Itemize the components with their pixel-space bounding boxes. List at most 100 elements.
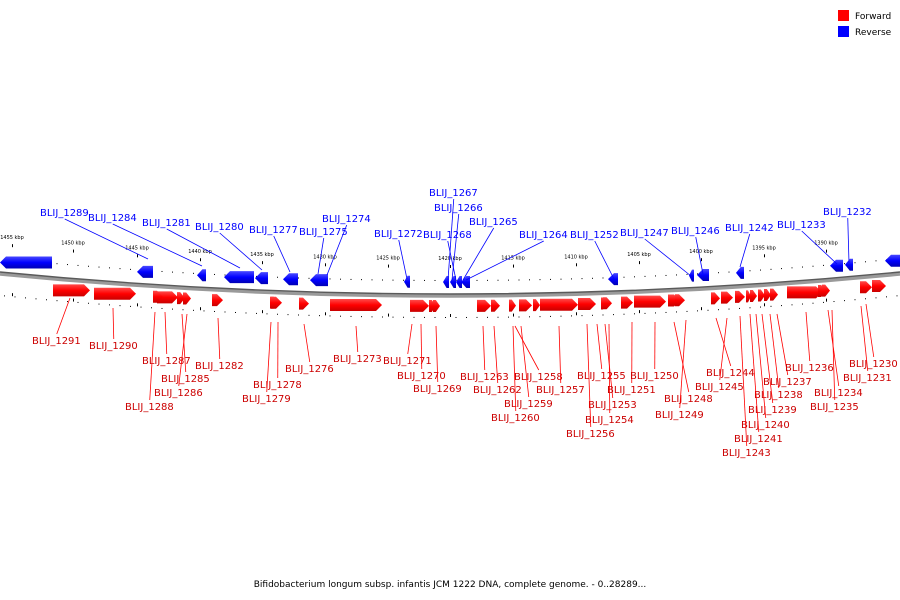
- forward-gene-arrow[interactable]: [634, 295, 666, 308]
- forward-gene-label[interactable]: BLIJ_1255: [577, 371, 626, 382]
- forward-gene-arrow[interactable]: [860, 281, 872, 294]
- forward-gene-label[interactable]: BLIJ_1253: [588, 400, 637, 411]
- reverse-gene-arrow[interactable]: [255, 272, 268, 285]
- forward-gene-arrow[interactable]: [429, 299, 436, 312]
- forward-gene-label[interactable]: BLIJ_1254: [585, 415, 634, 426]
- forward-gene-arrow[interactable]: [299, 297, 309, 310]
- reverse-gene-arrow[interactable]: [697, 269, 709, 282]
- forward-gene-label[interactable]: BLIJ_1248: [664, 394, 713, 405]
- forward-gene-arrow[interactable]: [872, 280, 886, 293]
- forward-gene-label[interactable]: BLIJ_1250: [630, 371, 679, 382]
- forward-gene-arrow[interactable]: [271, 296, 282, 309]
- reverse-gene-label[interactable]: BLIJ_1274: [322, 214, 371, 225]
- forward-gene-arrow[interactable]: [509, 299, 516, 312]
- reverse-gene-label[interactable]: BLIJ_1277: [249, 225, 298, 236]
- forward-gene-label[interactable]: BLIJ_1235: [810, 402, 859, 413]
- forward-gene-label[interactable]: BLIJ_1276: [285, 364, 334, 375]
- reverse-gene-arrow[interactable]: [450, 275, 456, 288]
- forward-gene-label[interactable]: BLIJ_1234: [814, 388, 863, 399]
- reverse-gene-arrow[interactable]: [885, 254, 900, 267]
- reverse-gene-arrow[interactable]: [197, 269, 206, 282]
- reverse-gene-label[interactable]: BLIJ_1267: [429, 188, 478, 199]
- forward-gene-label[interactable]: BLIJ_1291: [32, 336, 81, 347]
- reverse-gene-label[interactable]: BLIJ_1289: [40, 208, 89, 219]
- forward-gene-label[interactable]: BLIJ_1282: [195, 361, 244, 372]
- forward-gene-label[interactable]: BLIJ_1278: [253, 380, 302, 391]
- reverse-gene-label[interactable]: BLIJ_1247: [620, 228, 669, 239]
- forward-gene-label[interactable]: BLIJ_1259: [504, 399, 553, 410]
- forward-gene-label[interactable]: BLIJ_1286: [154, 388, 203, 399]
- reverse-gene-arrow[interactable]: [0, 256, 52, 269]
- forward-gene-label[interactable]: BLIJ_1251: [607, 385, 656, 396]
- forward-gene-label[interactable]: BLIJ_1288: [125, 402, 174, 413]
- forward-gene-arrow[interactable]: [433, 299, 440, 312]
- forward-gene-arrow[interactable]: [603, 297, 612, 310]
- forward-gene-arrow[interactable]: [540, 298, 578, 311]
- forward-gene-label[interactable]: BLIJ_1290: [89, 341, 138, 352]
- reverse-gene-arrow[interactable]: [689, 269, 694, 282]
- forward-gene-label[interactable]: BLIJ_1270: [397, 371, 446, 382]
- forward-gene-label[interactable]: BLIJ_1269: [413, 384, 462, 395]
- reverse-gene-label[interactable]: BLIJ_1233: [777, 220, 826, 231]
- reverse-gene-arrow[interactable]: [845, 258, 853, 271]
- forward-gene-label[interactable]: BLIJ_1236: [785, 363, 834, 374]
- forward-gene-label[interactable]: BLIJ_1262: [473, 385, 522, 396]
- reverse-gene-label[interactable]: BLIJ_1284: [88, 213, 137, 224]
- reverse-gene-label[interactable]: BLIJ_1281: [142, 218, 191, 229]
- forward-gene-arrow[interactable]: [212, 294, 223, 307]
- forward-gene-label[interactable]: BLIJ_1287: [142, 356, 191, 367]
- forward-gene-arrow[interactable]: [721, 291, 733, 304]
- forward-gene-label[interactable]: BLIJ_1258: [514, 372, 563, 383]
- forward-gene-arrow[interactable]: [746, 290, 751, 303]
- forward-gene-label[interactable]: BLIJ_1238: [754, 390, 803, 401]
- forward-gene-arrow[interactable]: [758, 289, 765, 302]
- reverse-gene-label[interactable]: BLIJ_1275: [299, 227, 348, 238]
- reverse-gene-arrow[interactable]: [443, 275, 449, 288]
- forward-gene-label[interactable]: BLIJ_1241: [734, 434, 783, 445]
- forward-gene-arrow[interactable]: [177, 292, 185, 305]
- forward-gene-label[interactable]: BLIJ_1245: [695, 382, 744, 393]
- forward-gene-arrow[interactable]: [477, 299, 491, 312]
- reverse-gene-label[interactable]: BLIJ_1242: [725, 223, 774, 234]
- reverse-gene-arrow[interactable]: [736, 266, 744, 279]
- reverse-gene-label[interactable]: BLIJ_1268: [423, 230, 472, 241]
- forward-gene-arrow[interactable]: [53, 284, 90, 297]
- reverse-gene-arrow[interactable]: [137, 265, 153, 278]
- forward-gene-arrow[interactable]: [822, 284, 830, 297]
- forward-gene-label[interactable]: BLIJ_1256: [566, 429, 615, 440]
- forward-gene-arrow[interactable]: [787, 286, 822, 299]
- forward-gene-arrow[interactable]: [153, 290, 163, 303]
- reverse-gene-label[interactable]: BLIJ_1264: [519, 230, 568, 241]
- forward-gene-arrow[interactable]: [735, 290, 745, 303]
- reverse-gene-label[interactable]: BLIJ_1272: [374, 229, 423, 240]
- forward-gene-label[interactable]: BLIJ_1273: [333, 354, 382, 365]
- reverse-gene-arrow[interactable]: [224, 271, 254, 284]
- forward-gene-arrow[interactable]: [764, 289, 771, 302]
- forward-gene-label[interactable]: BLIJ_1260: [491, 413, 540, 424]
- forward-gene-arrow[interactable]: [675, 294, 685, 307]
- forward-gene-arrow[interactable]: [750, 289, 757, 302]
- reverse-gene-arrow[interactable]: [404, 275, 410, 288]
- reverse-gene-arrow[interactable]: [310, 274, 328, 287]
- forward-gene-arrow[interactable]: [818, 284, 826, 297]
- forward-gene-label[interactable]: BLIJ_1240: [741, 420, 790, 431]
- forward-gene-label[interactable]: BLIJ_1263: [460, 372, 509, 383]
- forward-gene-arrow[interactable]: [410, 299, 429, 312]
- forward-gene-label[interactable]: BLIJ_1257: [536, 385, 585, 396]
- reverse-gene-arrow[interactable]: [456, 275, 462, 288]
- forward-gene-label[interactable]: BLIJ_1243: [722, 448, 771, 459]
- reverse-gene-label[interactable]: BLIJ_1265: [469, 217, 518, 228]
- forward-gene-arrow[interactable]: [183, 292, 191, 305]
- forward-gene-label[interactable]: BLIJ_1230: [849, 359, 898, 370]
- reverse-gene-label[interactable]: BLIJ_1280: [195, 222, 244, 233]
- forward-gene-arrow[interactable]: [770, 288, 778, 301]
- forward-gene-label[interactable]: BLIJ_1285: [161, 374, 210, 385]
- forward-gene-arrow[interactable]: [94, 287, 136, 300]
- reverse-gene-arrow[interactable]: [830, 259, 843, 272]
- forward-gene-arrow[interactable]: [621, 296, 633, 309]
- forward-gene-arrow[interactable]: [519, 299, 532, 312]
- forward-gene-label[interactable]: BLIJ_1237: [763, 377, 812, 388]
- reverse-gene-arrow[interactable]: [608, 273, 618, 286]
- forward-gene-label[interactable]: BLIJ_1244: [706, 368, 755, 379]
- forward-gene-label[interactable]: BLIJ_1279: [242, 394, 291, 405]
